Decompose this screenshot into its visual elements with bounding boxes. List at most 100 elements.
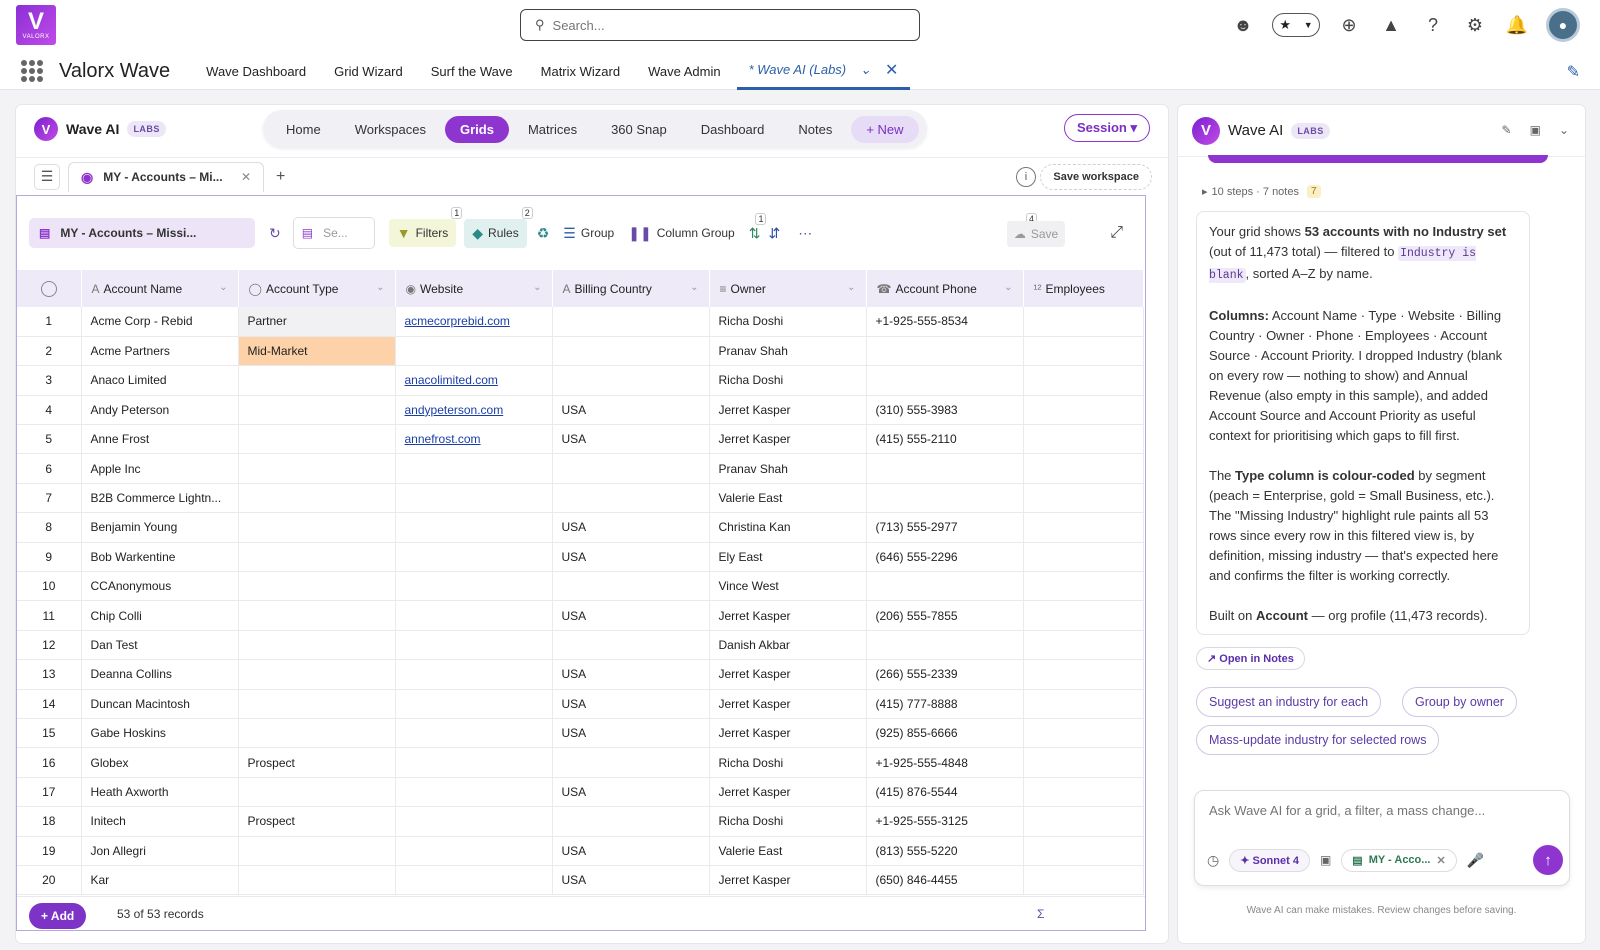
- open-in-notes-button[interactable]: ↗ Open in Notes: [1196, 647, 1305, 670]
- cell-employees[interactable]: [1023, 806, 1144, 837]
- table-row[interactable]: 3 Anaco Limited anacolimited.com Richa Dosh…: [17, 365, 1144, 396]
- cell-account-phone[interactable]: (206) 555-7855: [866, 600, 1024, 631]
- table-row[interactable]: 4 Andy Peterson andypeterson.com USA Jerret …: [17, 395, 1144, 426]
- cell-account-name[interactable]: Kar: [81, 865, 239, 896]
- cell-account-type[interactable]: [238, 424, 396, 455]
- cell-account-name[interactable]: Benjamin Young: [81, 512, 239, 543]
- chevron-down-icon[interactable]: ⌄: [847, 281, 856, 293]
- cell-billing-country[interactable]: USA: [552, 689, 710, 719]
- cell-billing-country[interactable]: [552, 747, 710, 778]
- chevron-down-icon[interactable]: ⌄: [1004, 281, 1013, 293]
- table-row[interactable]: 15 Gabe Hoskins USA Jerret Kasper (925) 855-…: [17, 718, 1144, 749]
- cell-account-name[interactable]: Duncan Macintosh: [81, 689, 239, 719]
- cell-owner[interactable]: Pranav Shah: [709, 453, 867, 484]
- bot-icon[interactable]: ☻: [1233, 14, 1253, 35]
- session-button[interactable]: Session ▾: [1064, 114, 1150, 142]
- cell-employees[interactable]: [1023, 777, 1144, 808]
- table-row[interactable]: 7 B2B Commerce Lightn... Valerie East: [17, 483, 1144, 514]
- cell-employees[interactable]: [1023, 512, 1144, 543]
- cell-billing-country[interactable]: [552, 571, 710, 602]
- cell-account-type[interactable]: [238, 483, 396, 514]
- cell-billing-country[interactable]: [552, 483, 710, 514]
- cell-account-name[interactable]: CCAnonymous: [81, 571, 239, 602]
- model-selector[interactable]: ✦ Sonnet 4: [1229, 848, 1310, 872]
- select-all-checkbox[interactable]: [40, 280, 57, 297]
- cell-account-type[interactable]: [238, 777, 396, 808]
- row-height-button[interactable]: ⇵: [768, 225, 780, 242]
- cell-account-type[interactable]: Prospect: [238, 747, 396, 778]
- cell-employees[interactable]: [1023, 542, 1144, 573]
- cell-account-phone[interactable]: (925) 855-6666: [866, 718, 1024, 749]
- cell-account-name[interactable]: Globex: [81, 747, 239, 778]
- cell-billing-country[interactable]: USA: [552, 395, 710, 426]
- cell-billing-country[interactable]: USA: [552, 777, 710, 808]
- cell-employees[interactable]: [1023, 453, 1144, 484]
- cell-website[interactable]: [395, 865, 553, 896]
- cell-account-name[interactable]: Acme Corp - Rebid: [81, 307, 239, 337]
- cell-billing-country[interactable]: [552, 307, 710, 337]
- cell-account-phone[interactable]: [866, 571, 1024, 602]
- cell-employees[interactable]: [1023, 395, 1144, 426]
- cell-account-phone[interactable]: [866, 336, 1024, 367]
- website-link[interactable]: andypeterson.com: [404, 402, 504, 417]
- cell-website[interactable]: [395, 718, 553, 749]
- avatar[interactable]: ●: [1546, 8, 1580, 42]
- more-icon[interactable]: ⋯: [798, 224, 813, 241]
- table-row[interactable]: 16 Globex Prospect Richa Doshi +1-925-555-48…: [17, 747, 1144, 778]
- cell-employees[interactable]: [1023, 571, 1144, 602]
- send-button[interactable]: ↑: [1533, 845, 1563, 875]
- grid-search[interactable]: ▤ Se...: [292, 217, 375, 249]
- cell-website[interactable]: acmecorprebid.com: [395, 307, 553, 337]
- new-chat-icon[interactable]: ✎: [1501, 123, 1512, 137]
- chevron-down-icon[interactable]: ⌄: [1558, 123, 1569, 137]
- cell-account-phone[interactable]: [866, 453, 1024, 484]
- table-row[interactable]: 2 Acme Partners Mid-Market Pranav Shah: [17, 336, 1144, 367]
- cell-account-type[interactable]: [238, 453, 396, 484]
- cell-website[interactable]: [395, 777, 553, 808]
- cell-website[interactable]: [395, 659, 553, 690]
- cell-account-phone[interactable]: (646) 555-2296: [866, 542, 1024, 573]
- table-row[interactable]: 19 Jon Allegri USA Valerie East (813) 555-52…: [17, 836, 1144, 866]
- table-row[interactable]: 14 Duncan Macintosh USA Jerret Kasper (415) …: [17, 689, 1144, 719]
- cell-owner[interactable]: Jerret Kasper: [709, 395, 867, 426]
- table-row[interactable]: 11 Chip Colli USA Jerret Kasper (206) 555-78…: [17, 600, 1144, 631]
- cell-account-type[interactable]: [238, 630, 396, 661]
- cell-website[interactable]: [395, 806, 553, 837]
- cell-account-phone[interactable]: (650) 846-4455: [866, 865, 1024, 896]
- cell-billing-country[interactable]: [552, 630, 710, 661]
- cell-account-type[interactable]: [238, 865, 396, 896]
- chat-input[interactable]: [1209, 803, 1549, 827]
- tab-matrices[interactable]: Matrices: [527, 121, 578, 137]
- cell-account-phone[interactable]: (415) 777-8888: [866, 689, 1024, 719]
- add-row-button[interactable]: + Add: [29, 903, 87, 929]
- cell-owner[interactable]: Christina Kan: [709, 512, 867, 543]
- cell-account-name[interactable]: Chip Colli: [81, 600, 239, 631]
- cell-owner[interactable]: Jerret Kasper: [709, 777, 867, 808]
- cell-account-type[interactable]: [238, 718, 396, 749]
- cell-website[interactable]: [395, 836, 553, 866]
- nav-wave-dashboard[interactable]: Wave Dashboard: [206, 63, 307, 79]
- trailhead-icon[interactable]: ▲: [1382, 14, 1400, 35]
- col-account-type[interactable]: ◯ Account Type ⌄: [238, 270, 396, 307]
- cell-website[interactable]: [395, 630, 553, 661]
- cell-billing-country[interactable]: USA: [552, 424, 710, 455]
- cell-account-name[interactable]: Apple Inc: [81, 453, 239, 484]
- cell-owner[interactable]: Jerret Kasper: [709, 718, 867, 749]
- cell-employees[interactable]: [1023, 307, 1144, 337]
- cell-employees[interactable]: [1023, 659, 1144, 690]
- tab-360-snap[interactable]: 360 Snap: [611, 121, 667, 137]
- tab-dashboard[interactable]: Dashboard: [700, 121, 765, 137]
- filters-button[interactable]: ▼ Filters 1: [388, 207, 463, 247]
- cell-billing-country[interactable]: [552, 365, 710, 396]
- cell-billing-country[interactable]: USA: [552, 659, 710, 690]
- cell-website[interactable]: [395, 336, 553, 367]
- cell-employees[interactable]: [1023, 689, 1144, 719]
- col-owner[interactable]: ≡ Owner ⌄: [709, 270, 867, 307]
- cell-website[interactable]: [395, 483, 553, 514]
- cell-account-phone[interactable]: (713) 555-2977: [866, 512, 1024, 543]
- col-account-phone[interactable]: ☎ Account Phone ⌄: [866, 270, 1024, 307]
- nav-wave-ai-tab[interactable]: * Wave AI (Labs) ⌄ ✕: [736, 52, 911, 90]
- tab-grids[interactable]: Grids: [444, 115, 509, 143]
- cell-owner[interactable]: Richa Doshi: [709, 365, 867, 396]
- cell-account-phone[interactable]: [866, 483, 1024, 514]
